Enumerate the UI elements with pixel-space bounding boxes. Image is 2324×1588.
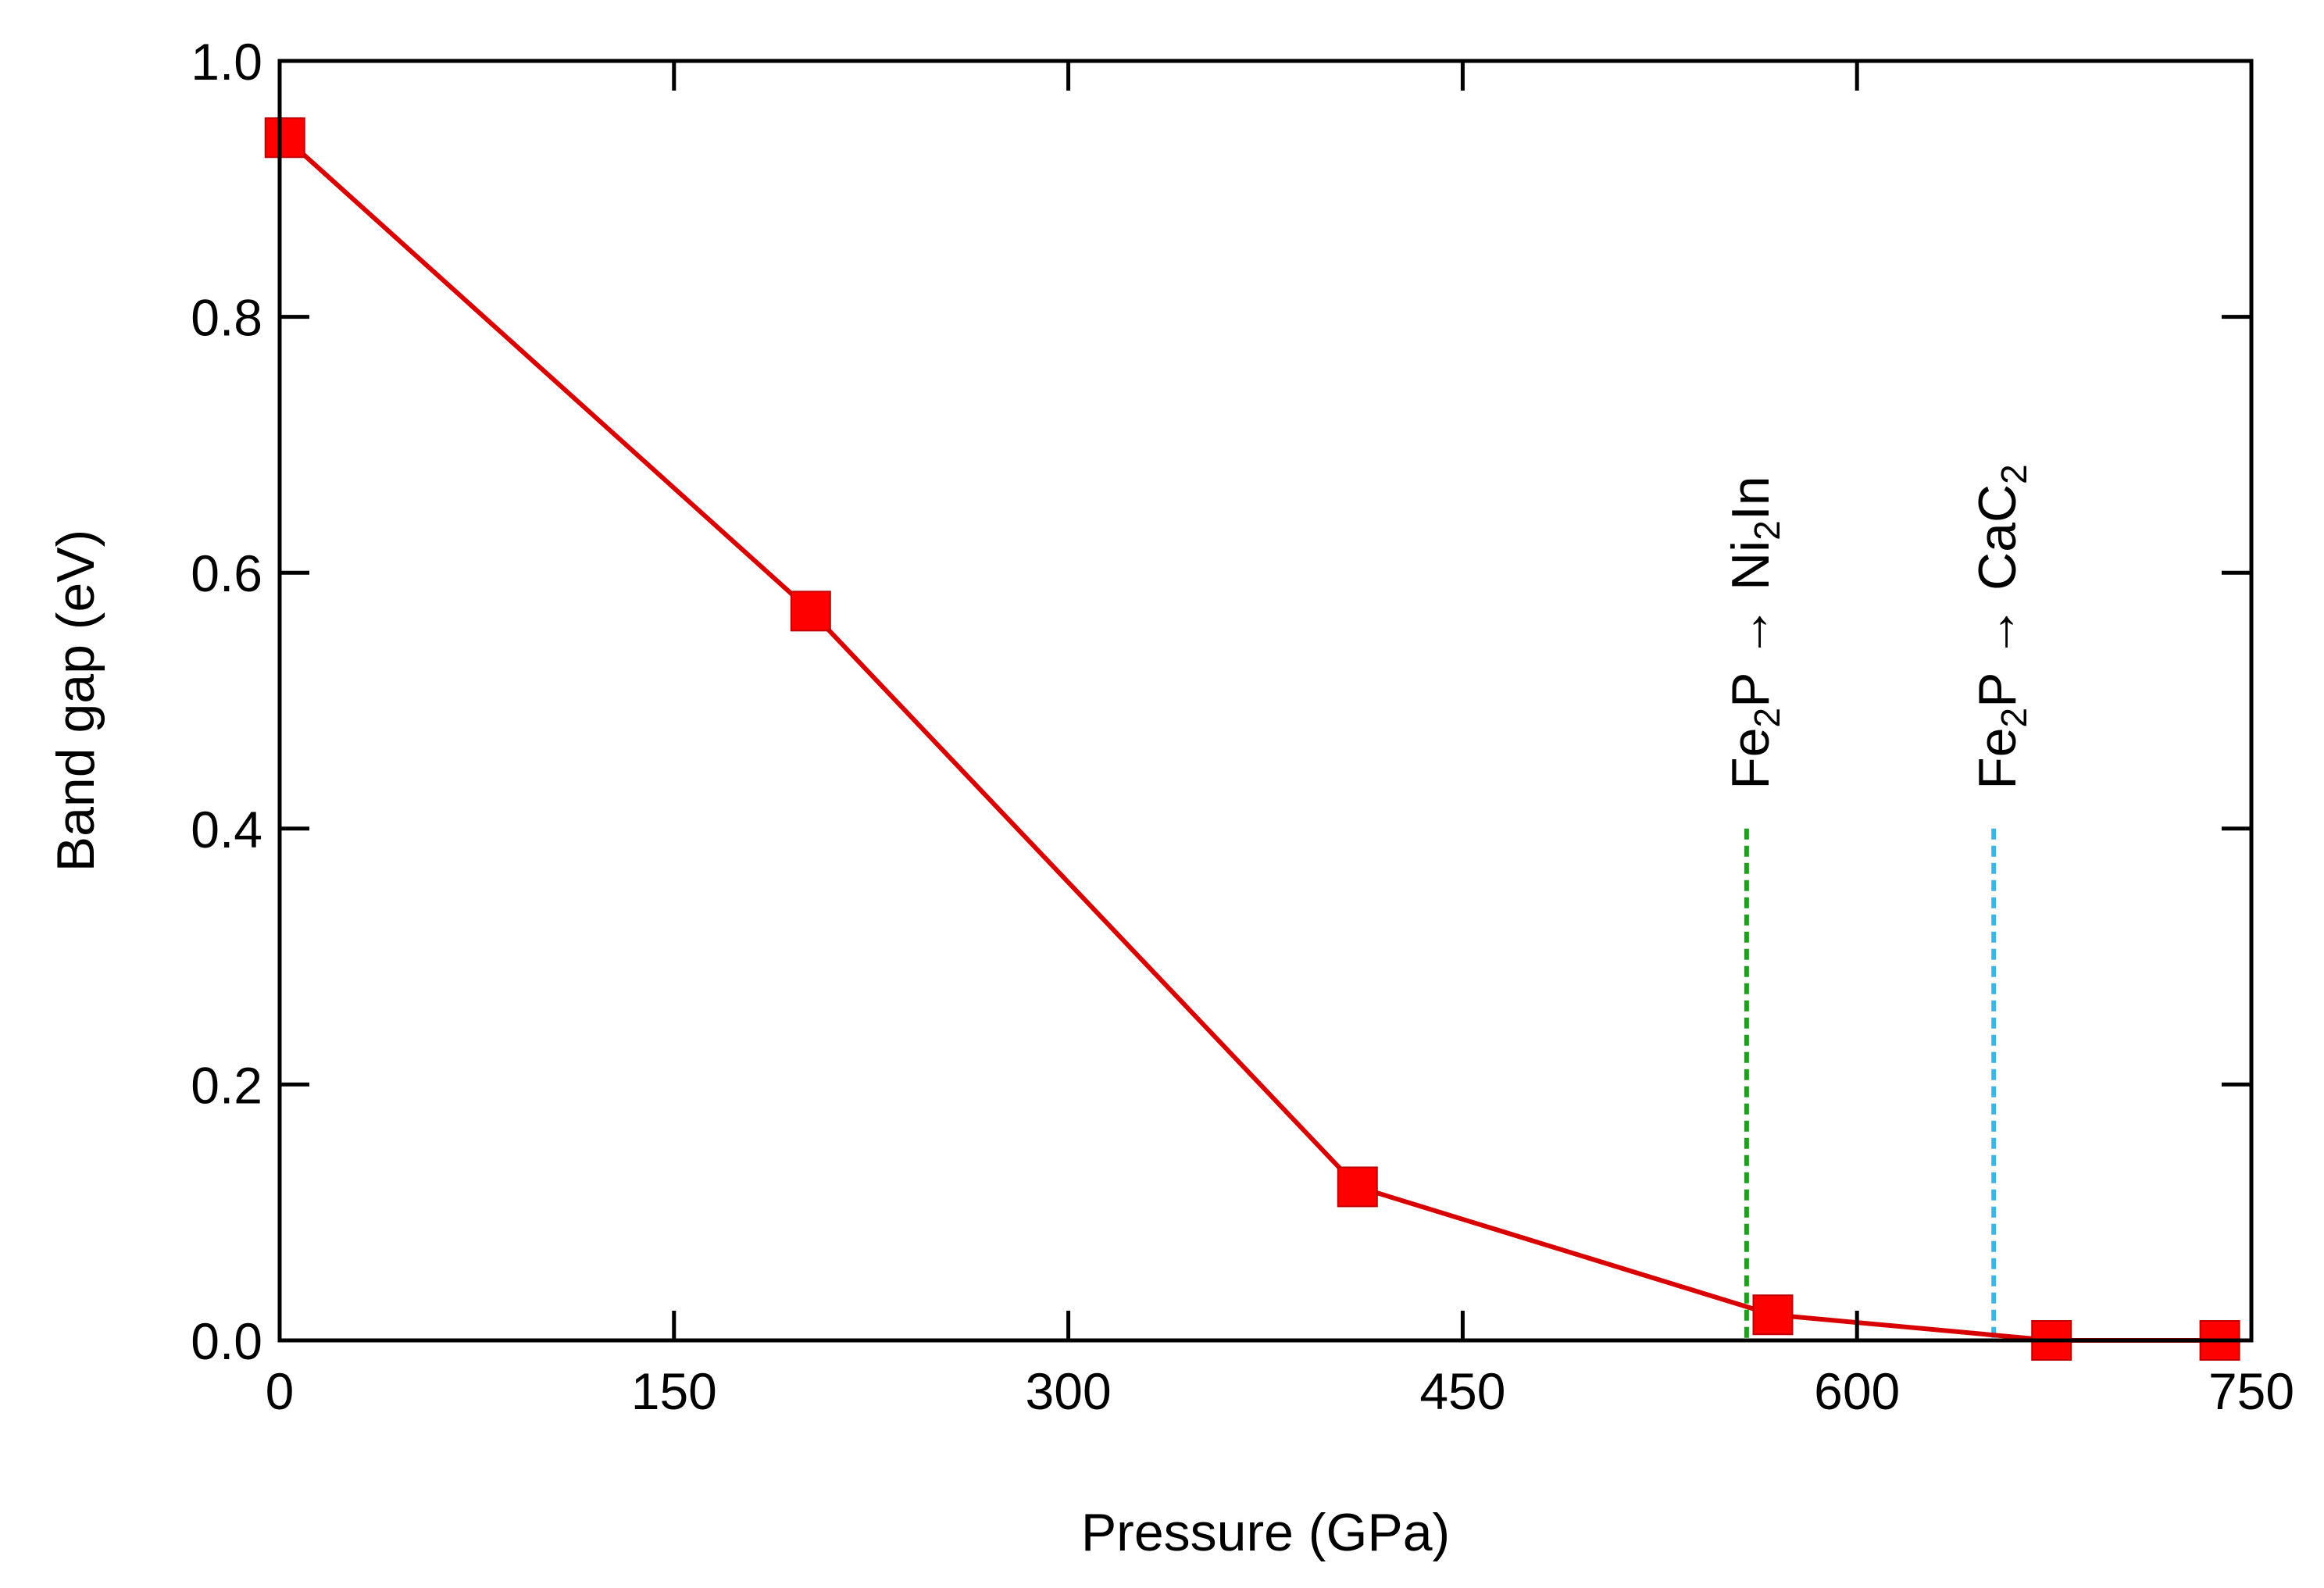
x-tick-label: 450: [1419, 1362, 1505, 1420]
y-tick-label: 0.8: [191, 289, 262, 347]
phase-transition-label: Fe2P → Ni2In: [1721, 476, 1787, 789]
annotation-labels: Fe2P → Ni2In Fe2P → CaC2: [1721, 464, 2034, 790]
y-tick-label: 0.6: [191, 544, 262, 602]
x-axis-title: Pressure (GPa): [1081, 1503, 1450, 1562]
x-tick-labels: 0 150 300 450 600 750: [266, 1362, 2294, 1420]
plot-frame: [277, 59, 2254, 1343]
x-tick-label: 150: [631, 1362, 717, 1420]
y-tick-labels: 0.0 0.2 0.4 0.6 0.8 1.0: [191, 33, 262, 1370]
data-point-marker: [1752, 1294, 1794, 1336]
phase-transition-label: Fe2P → CaC2: [1968, 464, 2034, 790]
x-tick-label: 600: [1814, 1362, 1900, 1420]
data-point-marker: [264, 117, 305, 159]
y-tick-label: 0.2: [191, 1056, 262, 1114]
x-tick-label: 0: [266, 1362, 295, 1420]
y-tick-label: 0.0: [191, 1312, 262, 1370]
y-tick-label: 1.0: [191, 33, 262, 91]
data-point-marker: [1337, 1166, 1378, 1208]
y-tick-label: 0.4: [191, 801, 262, 858]
y-axis-title: Band gap (eV): [46, 530, 105, 873]
x-tick-label: 300: [1026, 1362, 1112, 1420]
x-tick-label: 750: [2208, 1362, 2294, 1420]
data-point-marker: [790, 591, 831, 632]
